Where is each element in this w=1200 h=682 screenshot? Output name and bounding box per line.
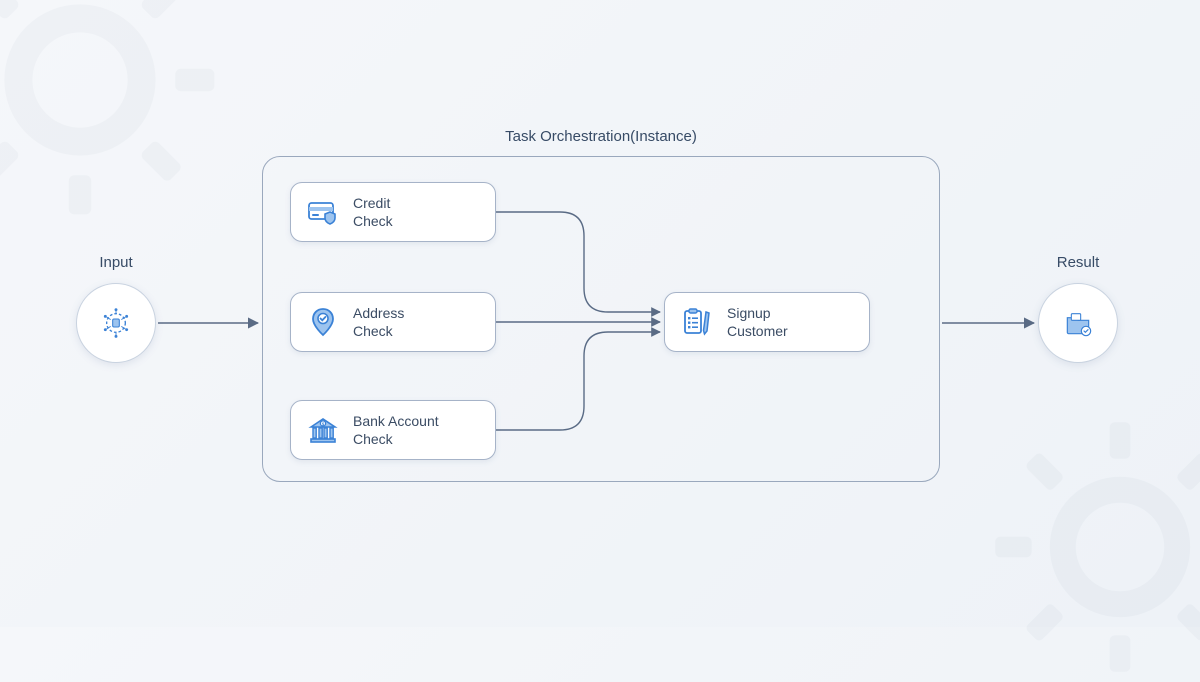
bank-dollar-icon: $ (307, 414, 339, 446)
task-label: Address Check (353, 304, 404, 340)
diagram-canvas: Input Result Task Or (0, 0, 1200, 627)
task-address-check: Address Check (290, 292, 496, 352)
credit-card-shield-icon (307, 196, 339, 228)
folder-check-icon (1055, 300, 1101, 346)
task-bank-check: $ Bank Account Check (290, 400, 496, 460)
task-credit-check: Credit Check (290, 182, 496, 242)
clipboard-pen-icon (681, 306, 713, 338)
task-label: Credit Check (353, 194, 393, 230)
result-label: Result (1038, 254, 1118, 271)
location-pin-check-icon (307, 306, 339, 338)
network-input-icon (92, 299, 140, 347)
container-title: Task Orchestration(Instance) (262, 128, 940, 145)
task-label: Signup Customer (727, 304, 788, 340)
input-label: Input (76, 254, 156, 271)
input-node (76, 283, 156, 363)
task-label: Bank Account Check (353, 412, 439, 448)
result-node (1038, 283, 1118, 363)
task-signup-customer: Signup Customer (664, 292, 870, 352)
